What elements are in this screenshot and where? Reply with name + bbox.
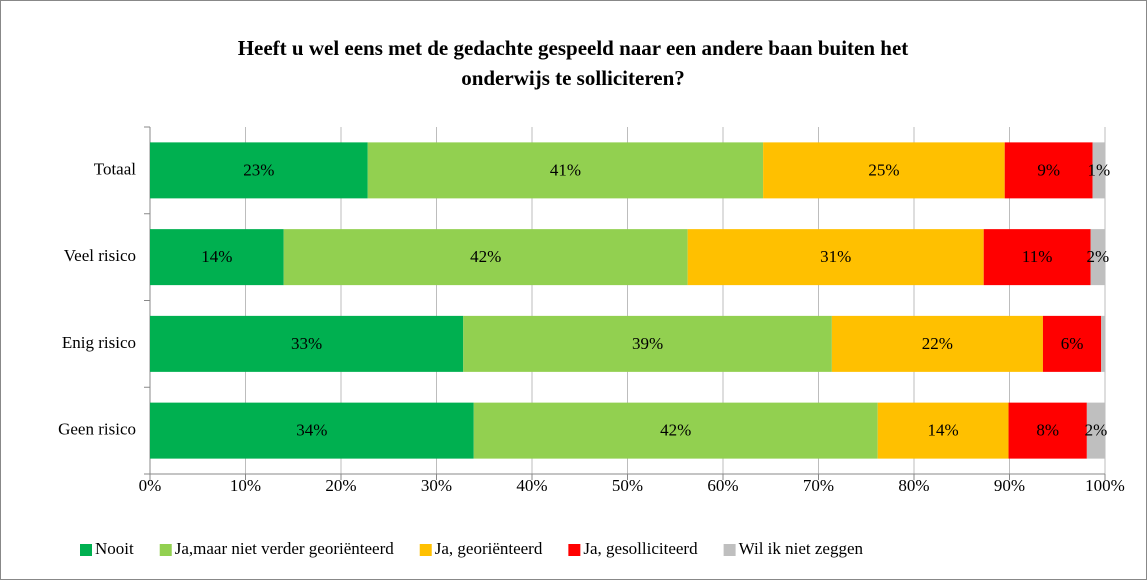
bar-segment [1042, 315, 1102, 372]
bar-segment [367, 142, 764, 199]
chart-title: onderwijs te solliciteren? [461, 66, 685, 90]
bar-segment [1092, 142, 1105, 199]
x-tick-label: 0% [139, 476, 162, 495]
legend-label: Ja, gesolliciteerd [583, 539, 698, 558]
bar-segment [1090, 229, 1105, 286]
x-tick-label: 20% [325, 476, 356, 495]
legend-label: Wil ik niet zeggen [739, 539, 864, 558]
bar-segment [283, 229, 688, 286]
x-tick-label: 30% [421, 476, 452, 495]
legend-label: Nooit [95, 539, 134, 558]
bar-segment [877, 402, 1009, 459]
bar-segment [150, 315, 464, 372]
legend-label: Ja,maar niet verder georiënteerd [175, 539, 394, 558]
bar-segment [473, 402, 878, 459]
data-label: 9% [1037, 160, 1060, 179]
bar-segment [1008, 402, 1087, 459]
data-label: 25% [868, 160, 899, 179]
data-label: 14% [201, 247, 232, 266]
x-tick-label: 70% [803, 476, 834, 495]
data-label: 8% [1036, 421, 1059, 440]
y-tick-label: Geen risico [58, 420, 136, 439]
data-label: 33% [291, 334, 322, 353]
y-tick-label: Veel risico [64, 246, 136, 265]
bar-segment [150, 229, 284, 286]
legend-label: Ja, georiënteerd [435, 539, 543, 558]
data-label: 42% [470, 247, 501, 266]
chart-title: Heeft u wel eens met de gedachte gespeel… [238, 36, 909, 60]
y-tick-label: Totaal [94, 159, 137, 178]
x-tick-label: 90% [994, 476, 1025, 495]
bar-segment [687, 229, 984, 286]
data-label: 6% [1061, 334, 1084, 353]
bar-segment [1101, 315, 1105, 372]
bar-segment [1086, 402, 1105, 459]
bar-segment [463, 315, 832, 372]
data-label: 42% [660, 421, 691, 440]
data-label: 1% [1087, 160, 1110, 179]
legend-swatch [568, 544, 581, 556]
bar-segment [831, 315, 1043, 372]
x-tick-label: 50% [612, 476, 643, 495]
legend-swatch [80, 544, 92, 556]
bar-segment [150, 402, 474, 459]
x-tick-label: 80% [898, 476, 929, 495]
data-label: 31% [820, 247, 851, 266]
data-label: 2% [1085, 421, 1108, 440]
x-tick-label: 60% [707, 476, 738, 495]
bar-segment [983, 229, 1091, 286]
data-label: 23% [243, 160, 274, 179]
y-tick-label: Enig risico [62, 333, 136, 352]
data-label: 11% [1022, 247, 1053, 266]
bar-segment [763, 142, 1005, 199]
data-label: 39% [632, 334, 663, 353]
legend-swatch [159, 544, 172, 556]
data-label: 34% [296, 421, 327, 440]
x-tick-label: 100% [1085, 476, 1125, 495]
legend-swatch [419, 544, 432, 556]
data-label: 2% [1087, 247, 1110, 266]
data-label: 41% [550, 160, 581, 179]
data-label: 14% [928, 421, 959, 440]
data-label: 22% [922, 334, 953, 353]
x-tick-label: 40% [516, 476, 547, 495]
x-tick-label: 10% [230, 476, 261, 495]
bar-segment [1004, 142, 1093, 199]
bar-segment [150, 142, 368, 199]
legend-swatch [723, 544, 736, 556]
